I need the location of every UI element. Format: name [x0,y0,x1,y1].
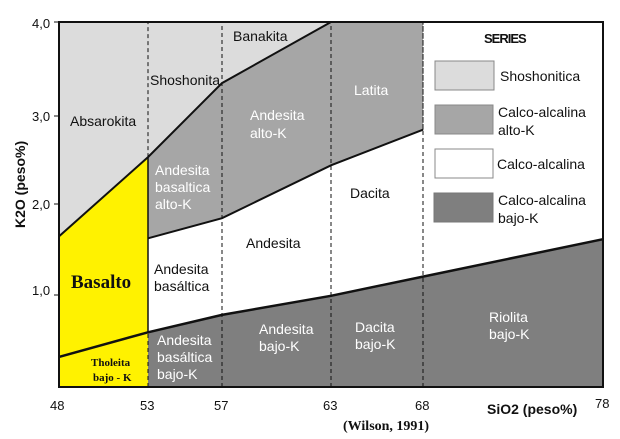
region-low-k [148,239,603,387]
y-tick-label: 4,0 [32,16,50,31]
x-axis: 48 53 57 63 68 78 SiO2 (peso%) (Wilson, … [50,396,609,434]
label-shoshonita: Shoshonita [150,72,220,88]
region-shoshonitic [59,22,331,237]
label-riolita-bajo-k: Riolita bajo-K [489,309,530,342]
label-andesita-basaltica-alto-k: Andesita basaltica alto-K [155,162,210,212]
label-andesita-basaltica-bajo-k: Andesita basáltica bajo-K [157,332,212,382]
y-tick-label: 1,0 [32,283,50,298]
x-axis-label: SiO2 (peso%) [487,401,577,417]
legend-swatch-shoshonitica [434,60,495,91]
legend-swatch-calco-alcalina-bajo-k [433,192,494,223]
legend: SERIES Shoshonitica Calco-alcalina alto-K… [433,31,586,226]
label-latita: Latita [354,82,388,98]
y-axis: 4,0 3,0 2,0 1,0 K2O (peso%) [12,16,59,298]
y-tick-label: 2,0 [32,197,50,212]
label-dacita-bajo-k: Dacita bajo-K [355,319,396,352]
boundary-shoshonitic-high-k [58,21,332,238]
legend-label-calco-alcalina: Calco-alcalina [497,156,585,172]
label-andesita-bajo-k: Andesita bajo-K [259,321,314,354]
label-absarokita: Absarokita [70,113,136,129]
legend-label-calco-alcalina-alto-k: Calco-alcalina alto-K [498,104,586,138]
label-andesita-alto-k: Andesita alto-K [250,107,305,141]
region-high-k [148,22,423,239]
y-axis-label: K2O (peso%) [12,141,28,228]
legend-label-calco-alcalina-bajo-k: Calco-alcalina bajo-K [498,192,586,226]
boundary-lines-layer [58,21,604,387]
label-dacita: Dacita [350,185,390,201]
label-basalto: Basalto [71,272,131,293]
legend-title: SERIES [484,31,527,46]
legend-label-shoshonitica: Shoshonitica [500,68,580,84]
y-tick-label: 3,0 [32,109,50,124]
boundary-calc-alkaline-low-k [58,237,604,359]
label-banakita: Banakita [233,28,288,44]
legend-swatch-calco-alcalina-alto-k [434,104,494,135]
x-tick-label: 63 [323,398,337,413]
region-basalto [59,157,148,387]
x-tick-label: 57 [214,398,228,413]
label-tholeita-bajo-k: Tholeita bajo - K [91,357,132,384]
label-andesita-basaltica: Andesita basáltica [154,261,209,294]
x-tick-label: 68 [415,398,429,413]
label-andesita: Andesita [246,235,301,251]
region-labels: Absarokita Shoshonita Banakita Andesita a… [70,28,530,384]
x-tick-label: 78 [595,396,609,411]
x-tick-label: 48 [50,398,64,413]
boundary-high-k-calc-alkaline [147,128,424,240]
legend-swatch-calco-alcalina [434,148,494,179]
x-tick-label: 53 [140,398,154,413]
credit: (Wilson, 1991) [343,419,429,434]
